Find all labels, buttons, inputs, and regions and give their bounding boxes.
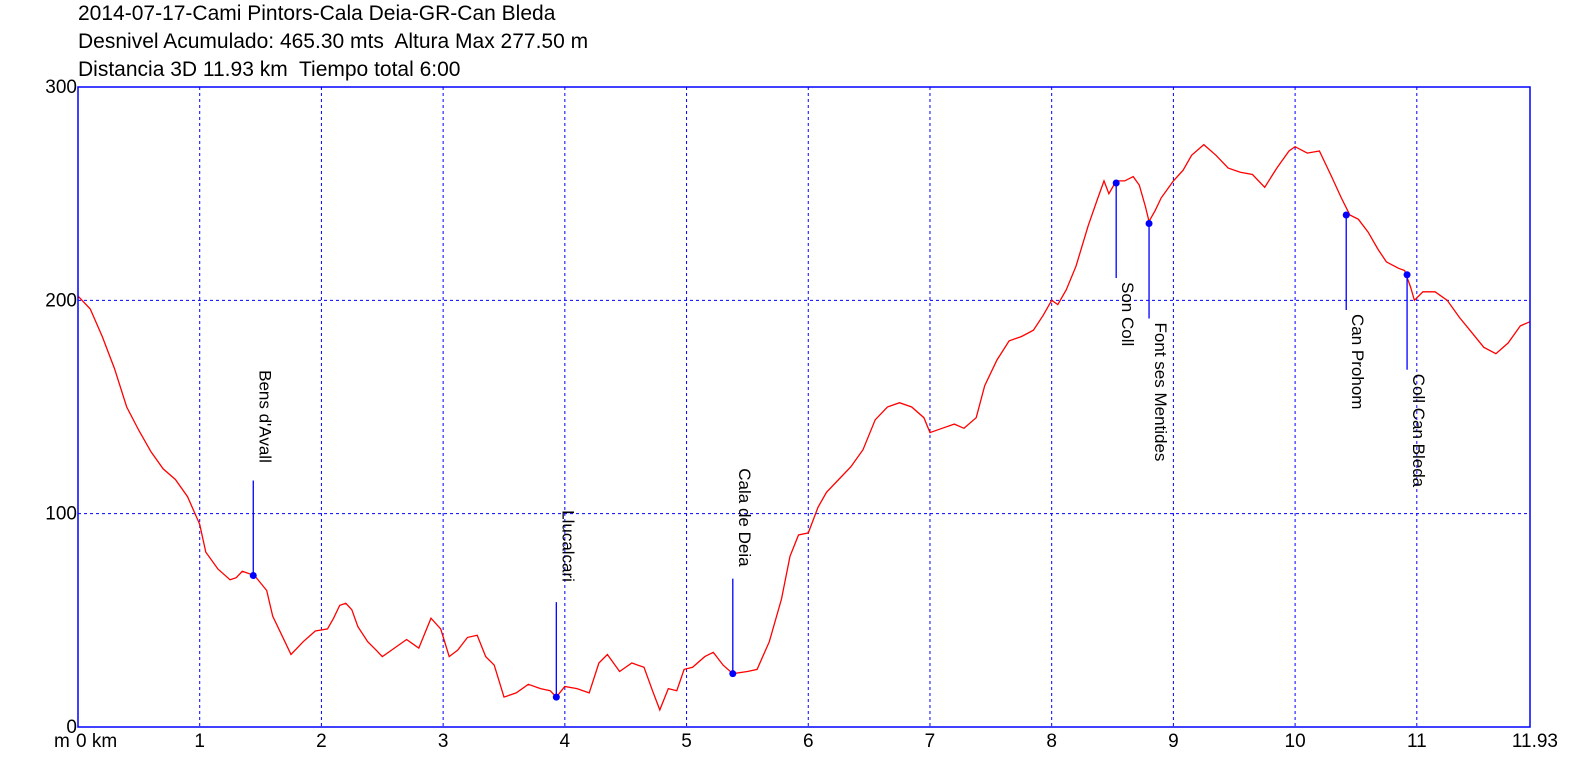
- y-axis-ticks: 0 100 200 300: [45, 77, 77, 738]
- waypoint-label: Son Coll: [1118, 282, 1137, 346]
- plot-frame: [77, 86, 1531, 728]
- waypoint-marker: [1342, 211, 1350, 219]
- waypoint-marker: [552, 693, 560, 701]
- elevation-profile-line: [77, 143, 1531, 712]
- x-tick-label: 7: [925, 731, 936, 752]
- y-tick-label: 0: [66, 717, 77, 738]
- chart-subtitle-distance: Distancia 3D 11.93 km Tiempo total 6:00: [78, 58, 461, 81]
- waypoint-marker: [1403, 271, 1411, 279]
- x-tick-label: 5: [681, 731, 692, 752]
- y-tick-label: 200: [45, 290, 77, 311]
- y-axis-unit-label: m: [54, 731, 70, 752]
- x-tick-label: 6: [803, 731, 814, 752]
- waypoint-label: Bens d'Avall: [255, 370, 274, 463]
- x-tick-label: 3: [438, 731, 449, 752]
- x-tick-label: 2: [316, 731, 327, 752]
- waypoint-label: Font ses Mentides: [1151, 323, 1170, 462]
- waypoint-label: Can Prohom: [1348, 314, 1367, 409]
- x-tick-label: 11.93: [1512, 731, 1558, 752]
- x-axis-ticks: 0 km 1 2 3 4 5 6 7 8 9 10 11 11.93: [76, 731, 1558, 752]
- x-tick-label: 11: [1407, 731, 1427, 752]
- x-tick-label: 4: [560, 731, 571, 752]
- grid-lines: [78, 87, 1530, 727]
- y-tick-label: 300: [45, 77, 77, 98]
- waypoint-marker: [1112, 179, 1120, 187]
- x-tick-label: 0 km: [76, 731, 117, 752]
- waypoint-label: Coll Can Bleda: [1409, 374, 1428, 488]
- waypoint-marker: [249, 572, 257, 580]
- x-tick-label: 10: [1285, 731, 1306, 752]
- waypoint-marker: [1145, 220, 1153, 228]
- waypoint-label: Llucalcari: [558, 510, 577, 582]
- waypoint-label: Cala de Deia: [735, 468, 754, 567]
- x-tick-label: 1: [194, 731, 205, 752]
- chart-subtitle-elevation: Desnivel Acumulado: 465.30 mts Altura Ma…: [78, 30, 589, 53]
- chart-title: 2014-07-17-Cami Pintors-Cala Deia-GR-Can…: [78, 2, 556, 25]
- y-tick-label: 100: [45, 504, 77, 525]
- x-tick-label: 9: [1168, 731, 1179, 752]
- x-tick-label: 8: [1046, 731, 1057, 752]
- waypoints: Bens d'Avall Llucalcari Cala de Deia Son Co…: [249, 179, 1428, 701]
- waypoint-marker: [729, 670, 737, 678]
